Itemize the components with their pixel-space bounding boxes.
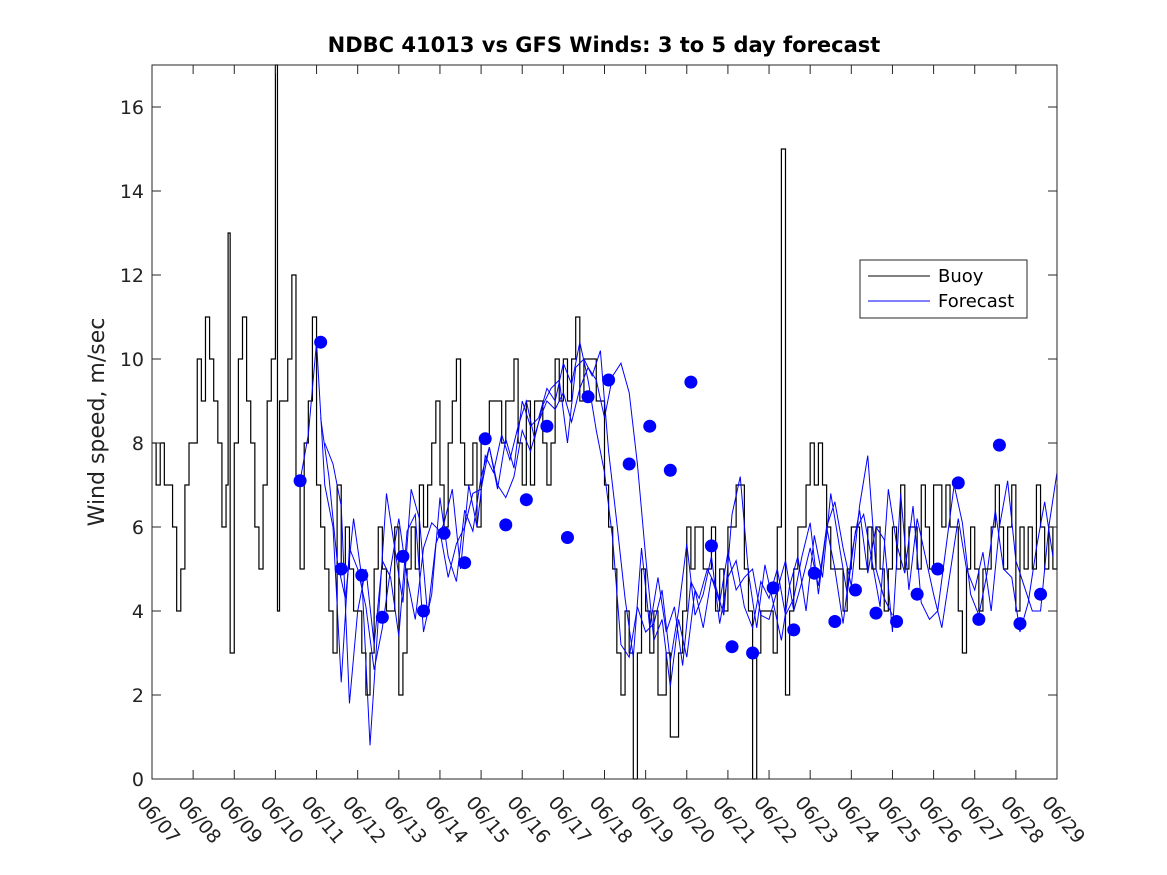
forecast-marker — [560, 531, 574, 544]
forecast-marker — [746, 646, 760, 660]
y-tick-label: 10 — [120, 349, 144, 371]
forecast-marker — [334, 562, 348, 576]
y-tick-label: 4 — [132, 601, 144, 623]
forecast-marker — [931, 562, 945, 576]
forecast-marker — [1013, 617, 1027, 631]
forecast-marker — [704, 539, 718, 553]
forecast-marker — [437, 526, 451, 540]
y-tick-label: 2 — [132, 685, 144, 707]
legend-box — [859, 259, 1028, 319]
y-tick-label: 14 — [120, 181, 144, 203]
forecast-marker — [622, 457, 636, 471]
y-tick-label: 8 — [132, 433, 144, 455]
forecast-marker — [910, 587, 924, 601]
forecast-marker — [951, 476, 965, 490]
forecast-marker — [1034, 587, 1048, 601]
forecast-marker — [478, 432, 492, 446]
forecast-marker — [458, 556, 472, 570]
forecast-marker — [684, 375, 698, 389]
legend-label-buoy: Buoy — [938, 266, 984, 287]
forecast-marker — [417, 604, 430, 618]
forecast-marker — [355, 568, 369, 582]
forecast-marker — [663, 463, 677, 477]
forecast-marker — [519, 493, 533, 507]
y-axis-label: Wind speed, m/sec — [85, 318, 110, 527]
forecast-marker — [848, 583, 862, 597]
series-layer — [152, 64, 1058, 780]
forecast-marker — [499, 518, 513, 532]
forecast-marker — [972, 612, 986, 626]
forecast-marker — [602, 373, 616, 387]
forecast-line — [299, 342, 893, 687]
forecast-marker — [787, 623, 801, 637]
forecast-marker — [725, 640, 739, 654]
forecast-marker — [540, 419, 554, 433]
chart-title: NDBC 41013 vs GFS Winds: 3 to 5 day fore… — [328, 33, 881, 57]
forecast-marker — [396, 549, 410, 563]
forecast-marker — [643, 419, 657, 433]
forecast-marker — [890, 615, 904, 628]
plot-area: 024681012141606/0706/0806/0906/1006/1106… — [120, 64, 1089, 848]
y-tick-label: 0 — [132, 769, 144, 791]
forecast-marker — [869, 606, 883, 620]
forecast-marker — [293, 474, 307, 488]
forecast-line — [320, 350, 1054, 746]
forecast-marker — [314, 335, 328, 349]
forecast-marker — [581, 390, 595, 404]
legend: Buoy Forecast — [859, 259, 1028, 319]
y-tick-label: 12 — [120, 265, 144, 287]
forecast-marker — [807, 566, 821, 580]
legend-label-forecast: Forecast — [938, 291, 1014, 312]
forecast-marker — [828, 615, 842, 628]
forecast-line — [324, 342, 1058, 704]
forecast-marker — [375, 610, 389, 624]
y-tick-label: 16 — [120, 97, 144, 119]
y-tick-label: 6 — [132, 517, 144, 539]
forecast-marker — [992, 438, 1006, 452]
forecast-marker — [766, 581, 780, 595]
